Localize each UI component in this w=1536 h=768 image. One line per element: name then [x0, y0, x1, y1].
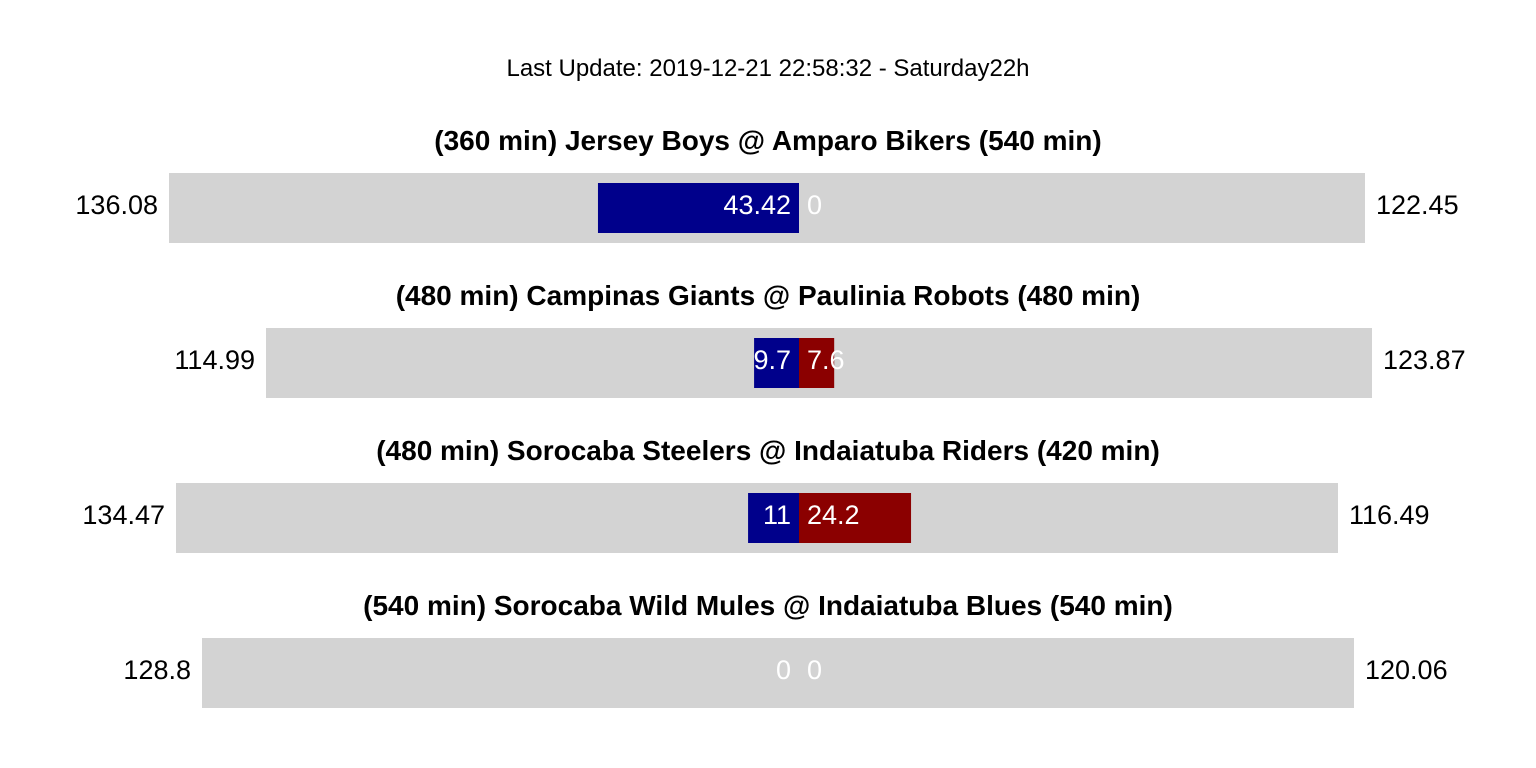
away-score-bar	[597, 183, 799, 233]
home-projection-label: 116.49	[1349, 500, 1430, 530]
home-score-label: 24.2	[807, 500, 860, 530]
projection-track	[202, 638, 1354, 708]
away-projection-label: 136.08	[75, 190, 158, 220]
home-score-bar	[799, 493, 912, 543]
away-score-label: 9.7	[753, 345, 791, 375]
away-score-bar	[748, 493, 799, 543]
away-score-label: 43.42	[723, 190, 791, 220]
away-score-label: 11	[763, 500, 791, 530]
matchup-row: (540 min) Sorocaba Wild Mules @ Indaiatu…	[123, 590, 1448, 708]
matchup-title: (480 min) Campinas Giants @ Paulinia Rob…	[396, 280, 1141, 311]
matchup-row: (480 min) Campinas Giants @ Paulinia Rob…	[174, 280, 1466, 398]
away-projection-label: 134.47	[82, 500, 165, 530]
matchup-title: (540 min) Sorocaba Wild Mules @ Indaiatu…	[363, 590, 1173, 621]
away-projection-label: 128.8	[123, 655, 191, 685]
home-projection-label: 120.06	[1365, 655, 1448, 685]
home-score-bar	[799, 338, 835, 388]
home-projection-label: 122.45	[1376, 190, 1459, 220]
home-score-label: 7.6	[807, 345, 845, 375]
home-projection-label: 123.87	[1383, 345, 1466, 375]
matches-group: (360 min) Jersey Boys @ Amparo Bikers (5…	[75, 125, 1466, 708]
matchup-row: (360 min) Jersey Boys @ Amparo Bikers (5…	[75, 125, 1459, 243]
matchup-row: (480 min) Sorocaba Steelers @ Indaiatuba…	[82, 435, 1430, 553]
home-score-label: 0	[807, 190, 822, 220]
away-score-bar	[754, 338, 799, 388]
matchup-title: (480 min) Sorocaba Steelers @ Indaiatuba…	[376, 435, 1160, 466]
matchup-title: (360 min) Jersey Boys @ Amparo Bikers (5…	[434, 125, 1101, 156]
home-score-label: 0	[807, 655, 822, 685]
last-update-text: Last Update: 2019-12-21 22:58:32 - Satur…	[506, 55, 1029, 82]
away-score-label: 0	[776, 655, 791, 685]
away-projection-label: 114.99	[174, 345, 255, 375]
